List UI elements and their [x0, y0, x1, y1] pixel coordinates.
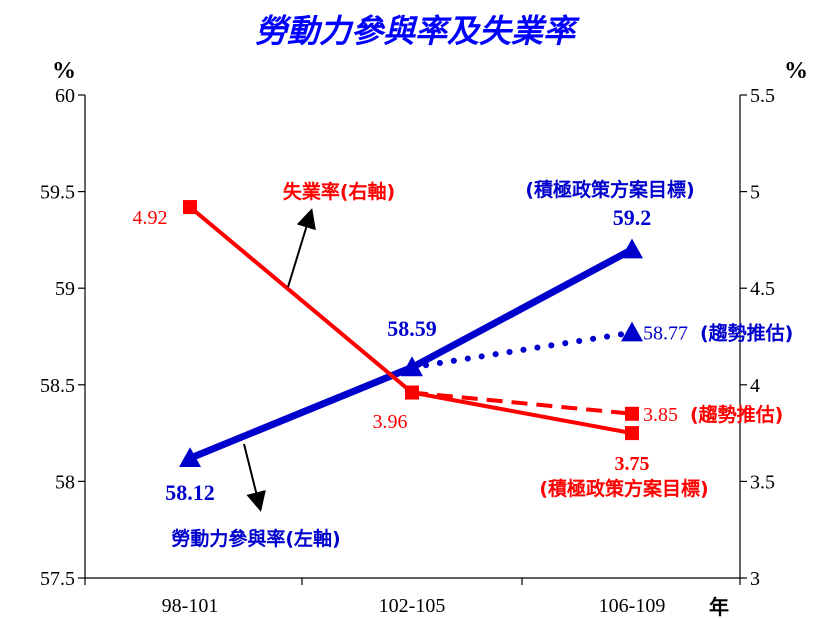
left-tick-label: 58 — [55, 471, 75, 493]
right-axis-unit: % — [784, 58, 808, 84]
annotation-lfpr: 勞動力參與率(左軸) — [171, 443, 341, 550]
x-axis-unit: 年 — [709, 595, 729, 619]
right-axis-ticks: 3 3.5 4 4.5 5 5.5 — [740, 85, 775, 590]
right-tick-label: 3.5 — [750, 471, 775, 493]
lfpr-data-label: 58.12 — [165, 480, 215, 505]
lfpr-trend-note: (趨勢推估) — [700, 322, 793, 345]
lfpr-target-note: (積極政策方案目標) — [525, 178, 694, 201]
unemployment-data-label: 4.92 — [133, 207, 168, 229]
lfpr-axis-label: 勞動力參與率(左軸) — [171, 527, 340, 550]
series-marker — [625, 426, 639, 441]
right-tick-label: 5.5 — [750, 85, 775, 107]
unemployment-axis-label: 失業率(右軸) — [283, 180, 395, 203]
x-tick-label: 106-109 — [599, 595, 666, 617]
annotation-unemployment: 失業率(右軸) — [283, 180, 395, 288]
unemployment-target-note: (積極政策方案目標) — [539, 477, 708, 500]
right-tick-label: 3 — [750, 568, 760, 590]
series-marker — [183, 200, 197, 215]
unemployment-trend-note: (趨勢推估) — [690, 403, 783, 426]
left-axis-ticks: 57.5 58 58.5 59 59.5 60 — [40, 85, 85, 590]
right-tick-label: 5 — [750, 182, 760, 204]
left-tick-label: 59.5 — [40, 182, 75, 204]
plot-area — [84, 95, 741, 579]
series-marker — [621, 321, 643, 342]
chart-title: 勞動力參與率及失業率 — [255, 12, 580, 50]
x-tick-label: 98-101 — [162, 595, 219, 617]
series-marker — [625, 406, 639, 421]
right-tick-label: 4 — [750, 375, 760, 397]
left-tick-label: 57.5 — [40, 568, 75, 590]
series-layer — [179, 200, 643, 468]
left-tick-label: 58.5 — [40, 375, 75, 397]
series-marker — [621, 238, 643, 259]
left-tick-label: 59 — [55, 278, 75, 300]
left-axis-unit: % — [52, 58, 76, 84]
series-line — [409, 329, 635, 371]
series-marker — [179, 447, 201, 468]
left-tick-label: 60 — [55, 85, 75, 107]
x-axis-ticks: 98-101 102-105 106-109 — [84, 578, 741, 617]
unemployment-data-label: 3.75 — [615, 453, 650, 475]
series-line — [186, 246, 636, 462]
right-tick-label: 4.5 — [750, 278, 775, 300]
unemployment-arrow — [287, 208, 316, 288]
lfpr-data-label: 58.59 — [387, 316, 437, 341]
unemployment-data-label: 3.96 — [373, 411, 408, 433]
lfpr-arrow — [243, 443, 266, 512]
x-tick-label: 102-105 — [379, 595, 446, 617]
series-line — [411, 390, 633, 416]
data-labels: 58.1258.5959.2(積極政策方案目標)4.923.963.75(積極政… — [133, 178, 794, 505]
unemployment-trend-label: 3.85 — [643, 404, 678, 426]
lfpr-trend-label: 58.77 — [643, 323, 688, 345]
lfpr-data-label: 59.2 — [613, 205, 652, 230]
